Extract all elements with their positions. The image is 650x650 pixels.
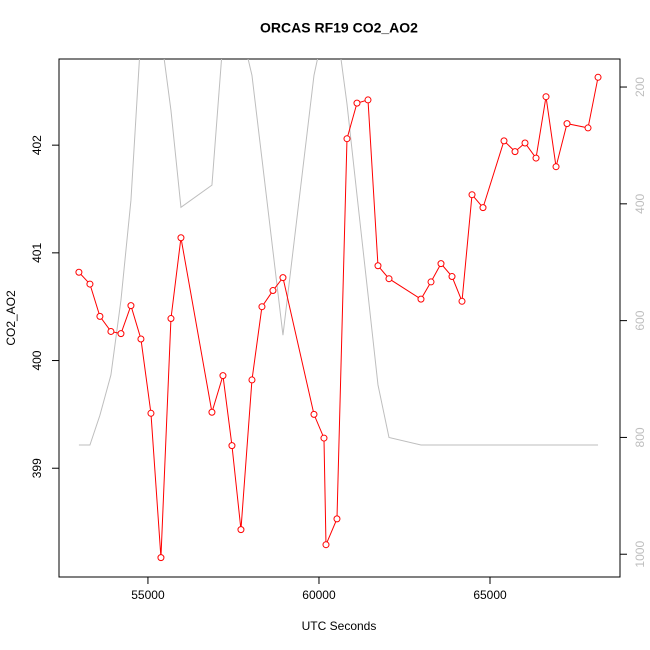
x-tick-label: 65000 [473,588,507,602]
data-point [468,191,476,199]
data-point [427,278,435,286]
data-point [147,409,155,417]
data-point [448,273,456,281]
data-point [333,515,341,523]
x-axis-label: UTC Seconds [302,619,377,633]
data-point [208,408,216,416]
data-point [320,434,328,442]
data-point [219,372,227,380]
data-point [458,297,466,305]
y-axis-label: CO2_AO2 [4,290,18,346]
plot-frame [58,58,621,578]
data-point [437,260,445,268]
data-point [310,410,318,418]
data-point [269,287,277,295]
data-point [479,204,487,212]
data-point [279,274,287,282]
data-point [127,302,135,310]
data-point [322,541,330,549]
y2-tick-label: 600 [633,310,647,330]
data-point [563,120,571,128]
data-point [417,295,425,303]
data-point [75,268,83,276]
data-point [584,124,592,132]
series-line [78,77,599,558]
y2-tick-label: 1000 [633,541,647,568]
plot-area [75,59,602,562]
data-point [374,262,382,270]
data-point [511,148,519,156]
y2-tick-label: 200 [633,77,647,97]
data-point [343,135,351,143]
data-point [177,234,185,242]
y-tick-label: 401 [30,243,44,263]
data-point [353,99,361,107]
series-line [78,59,599,446]
y-tick-label: 400 [30,350,44,370]
data-point [96,312,104,320]
chart-title: ORCAS RF19 CO2_AO2 [260,20,418,36]
y-tick-label: 402 [30,135,44,155]
data-point [385,275,393,283]
x-tick-label: 55000 [131,588,165,602]
data-point [248,376,256,384]
y2-tick-label: 400 [633,193,647,213]
data-point [237,526,245,534]
data-point [107,327,115,335]
data-point [542,93,550,101]
data-point [594,73,602,81]
data-point [364,96,372,104]
y-tick-label: 399 [30,458,44,478]
data-point [532,154,540,162]
data-point [500,137,508,145]
y2-tick-label: 800 [633,427,647,447]
data-point [86,280,94,288]
data-point [167,315,175,323]
data-point [117,330,125,338]
data-point [258,303,266,311]
x-tick-label: 60000 [302,588,336,602]
data-point [228,442,236,450]
data-point [157,554,165,562]
data-point [521,139,529,147]
data-point [552,163,560,171]
data-point [137,335,145,343]
